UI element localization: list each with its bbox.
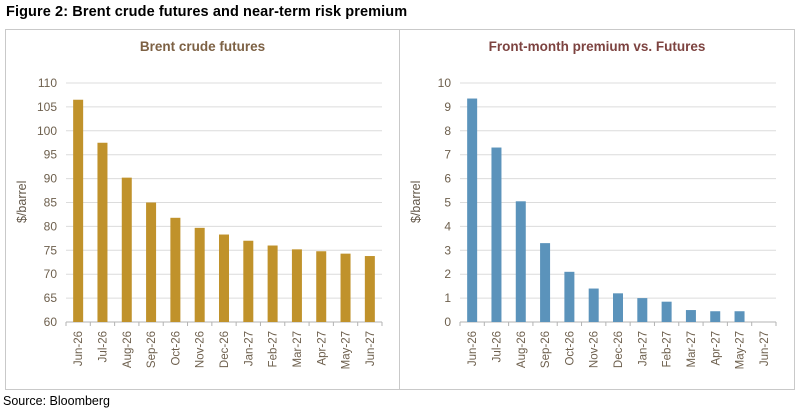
x-tick-label: Oct-26 xyxy=(170,331,182,366)
y-tick-label: 85 xyxy=(44,196,58,210)
bar xyxy=(564,271,575,322)
bar xyxy=(710,311,721,322)
x-tick-label: Aug-26 xyxy=(122,331,134,368)
x-axis-labels: Jun-26 Jul-26 Aug-26 Sep-26 Oct-26 Nov-26 Dec-… xyxy=(467,331,771,369)
x-tick-label: Mar-27 xyxy=(686,331,698,367)
y-tick-label: 100 xyxy=(37,124,57,138)
x-axis-labels: Jun-26 Jul-26 Aug-26 Sep-26 Oct-26 Nov-26 Dec-… xyxy=(73,331,377,369)
bar xyxy=(637,298,648,322)
bar xyxy=(194,227,205,322)
source-text: Source: Bloomberg xyxy=(3,394,111,408)
x-tick-label: Jun-27 xyxy=(365,331,377,366)
y-tick-label: 3 xyxy=(444,243,451,257)
x-tick-label: Apr-27 xyxy=(710,331,722,366)
x-tick-label: Aug-26 xyxy=(516,331,528,368)
x-tick-label: Feb-27 xyxy=(268,331,280,367)
y-tick-label: 10 xyxy=(438,76,452,90)
bar xyxy=(340,253,351,322)
bar xyxy=(146,202,157,322)
y-tick-label: 0 xyxy=(444,315,451,329)
y-tick-label: 65 xyxy=(44,291,58,305)
gridlines xyxy=(66,82,382,299)
y-tick-label: 70 xyxy=(44,267,58,281)
y-tick-label: 95 xyxy=(44,148,58,162)
x-tick-label: Jan-27 xyxy=(243,331,255,366)
y-tick-label: 1 xyxy=(444,291,451,305)
bar xyxy=(734,311,745,322)
bar xyxy=(661,301,672,322)
bar xyxy=(170,217,181,322)
bar xyxy=(219,234,229,322)
y-tick-label: 75 xyxy=(44,243,58,257)
y-tick-label: 7 xyxy=(444,148,451,162)
bars xyxy=(73,99,375,322)
y-tick-label: 60 xyxy=(44,315,58,329)
x-tick-label: Apr-27 xyxy=(316,331,328,366)
y-tick-label: 80 xyxy=(44,219,58,233)
bar xyxy=(515,201,526,322)
x-tick-label: Nov-26 xyxy=(195,331,207,368)
figure-title: Figure 2: Brent crude futures and near-t… xyxy=(6,4,408,20)
x-tick-label: Feb-27 xyxy=(662,331,674,367)
y-axis-tick-labels: 0 1 2 3 4 5 6 7 8 9 10 xyxy=(438,76,452,329)
x-tick-label: Sep-26 xyxy=(540,331,552,368)
x-tick-label: Nov-26 xyxy=(589,331,601,368)
x-axis xyxy=(459,321,777,326)
bar xyxy=(491,147,502,322)
x-tick-label: Sep-26 xyxy=(146,331,158,368)
chart-container: Brent crude futures $/barrel 60 65 70 75 80 8… xyxy=(5,29,795,390)
y-tick-label: 5 xyxy=(444,196,451,210)
bar xyxy=(685,310,696,322)
premium-panel: Front-month premium vs. Futures $/barrel… xyxy=(400,30,794,389)
x-tick-label: May-27 xyxy=(341,331,353,369)
x-tick-label: Mar-27 xyxy=(292,331,304,367)
x-tick-label: Jul-26 xyxy=(491,331,503,362)
premium-chart: 0 1 2 3 4 5 6 7 8 9 10 Jun-26 Jul-26 Aug-26 Sep-26 Oct-… xyxy=(438,76,777,369)
brent-futures-panel: Brent crude futures $/barrel 60 65 70 75 80 8… xyxy=(6,30,400,389)
bar xyxy=(97,142,108,322)
x-tick-label: Jun-26 xyxy=(467,331,479,366)
y-tick-label: 9 xyxy=(444,100,451,114)
y-tick-label: 4 xyxy=(444,219,451,233)
x-tick-label: Dec-26 xyxy=(219,331,231,368)
brent-futures-chart: 60 65 70 75 80 85 90 95 100 105 110 Jun-26 Jul-26 Aug… xyxy=(37,76,383,369)
bar xyxy=(613,293,623,322)
premium-chart-title: Front-month premium vs. Futures xyxy=(488,39,706,54)
brent-futures-chart-title: Brent crude futures xyxy=(139,39,266,54)
bar xyxy=(267,245,278,322)
bar xyxy=(291,249,302,322)
bars xyxy=(467,98,745,322)
bar xyxy=(316,251,327,322)
bar xyxy=(588,288,599,322)
y-tick-label: 110 xyxy=(38,76,57,90)
y-tick-label: 90 xyxy=(44,172,58,186)
bar xyxy=(243,240,254,322)
y-tick-label: 2 xyxy=(444,267,451,281)
bar xyxy=(73,99,84,322)
x-tick-label: Jan-27 xyxy=(637,331,649,366)
x-axis xyxy=(65,321,383,326)
bar xyxy=(121,177,132,322)
y-tick-label: 8 xyxy=(444,124,451,138)
y-tick-label: 6 xyxy=(444,172,451,186)
bar xyxy=(467,98,478,322)
bar xyxy=(364,256,375,322)
x-tick-label: May-27 xyxy=(735,331,747,369)
x-tick-label: Jun-27 xyxy=(759,331,771,366)
y-tick-label: 105 xyxy=(37,100,57,114)
x-tick-label: Jul-26 xyxy=(97,331,109,362)
x-tick-label: Jun-26 xyxy=(73,331,85,366)
bar xyxy=(540,243,551,322)
gridlines xyxy=(460,82,776,299)
x-tick-label: Dec-26 xyxy=(613,331,625,368)
y-axis-tick-labels: 60 65 70 75 80 85 90 95 100 105 110 xyxy=(37,76,57,329)
x-tick-label: Oct-26 xyxy=(564,331,576,366)
